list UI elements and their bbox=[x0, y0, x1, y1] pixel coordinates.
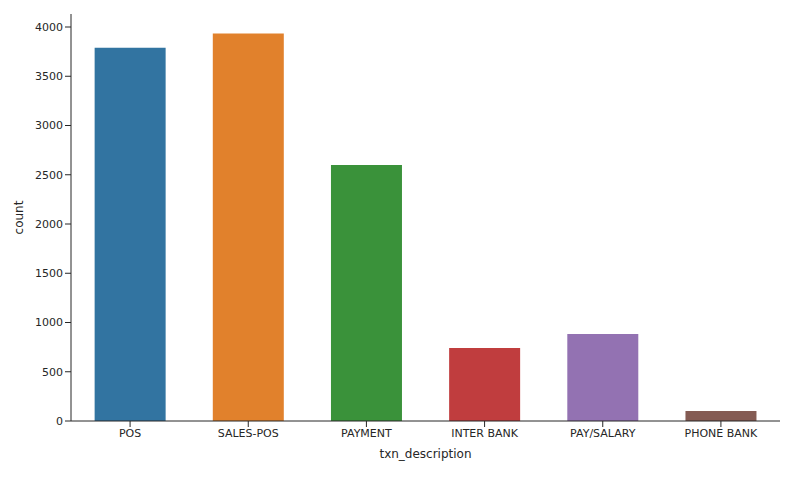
svg-text:PAYMENT: PAYMENT bbox=[341, 427, 392, 440]
svg-text:POS: POS bbox=[119, 427, 141, 440]
svg-text:3500: 3500 bbox=[35, 70, 63, 83]
svg-text:SALES-POS: SALES-POS bbox=[218, 427, 279, 440]
svg-text:4000: 4000 bbox=[35, 21, 63, 34]
svg-text:1500: 1500 bbox=[35, 267, 63, 280]
svg-text:PHONE BANK: PHONE BANK bbox=[685, 427, 759, 440]
svg-text:2000: 2000 bbox=[35, 218, 63, 231]
svg-text:1000: 1000 bbox=[35, 316, 63, 329]
svg-text:txn_description: txn_description bbox=[379, 447, 471, 461]
svg-text:count: count bbox=[12, 200, 26, 234]
svg-text:3000: 3000 bbox=[35, 119, 63, 132]
svg-text:2500: 2500 bbox=[35, 169, 63, 182]
svg-text:500: 500 bbox=[42, 366, 63, 379]
svg-text:PAY/SALARY: PAY/SALARY bbox=[570, 427, 636, 440]
svg-text:0: 0 bbox=[56, 415, 63, 428]
svg-text:INTER BANK: INTER BANK bbox=[451, 427, 519, 440]
